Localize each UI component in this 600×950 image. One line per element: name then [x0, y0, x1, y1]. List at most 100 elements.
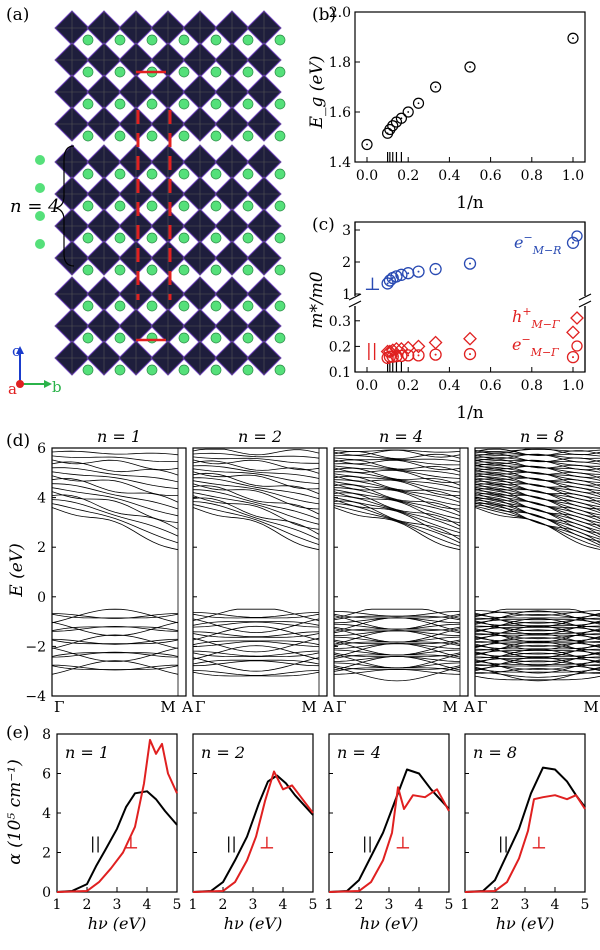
- perp-annotation: ⊥: [364, 274, 381, 295]
- cation-sphere: [274, 364, 286, 376]
- data-point-circle: [463, 347, 477, 361]
- valence-band: [474, 665, 600, 671]
- x-tick-label: 0.0: [356, 378, 378, 394]
- cation-sphere: [178, 168, 190, 180]
- conduction-band: [333, 459, 461, 471]
- band-panel: n = 1 Γ M A: [51, 427, 193, 716]
- data-point-circle: [566, 236, 580, 249]
- valence-band: [192, 671, 320, 677]
- panel-label-b: (b): [312, 5, 336, 25]
- axis-a-label: a: [8, 380, 17, 398]
- y-tick-label: −4: [25, 689, 46, 705]
- conduction-band: [192, 501, 320, 540]
- parallel-label: ||: [226, 834, 237, 853]
- valence-band: [474, 625, 600, 632]
- valence-band: [333, 617, 461, 632]
- valence-band: [474, 617, 600, 624]
- cation-sphere: [274, 98, 286, 110]
- data-point-circle: [412, 349, 425, 362]
- valence-band: [192, 652, 320, 657]
- cation-sphere: [210, 200, 222, 212]
- conduction-band: [333, 491, 461, 523]
- cation-sphere: [274, 168, 286, 180]
- chart-d-ylabel: E (eV): [7, 543, 27, 597]
- valence-band: [474, 650, 600, 655]
- panel-label-a: (a): [6, 5, 29, 25]
- data-point-diamond: [428, 335, 443, 350]
- valence-band: [333, 628, 461, 634]
- data-point: [567, 32, 579, 44]
- e-mr-label: e−M−R: [514, 231, 561, 257]
- x-tick-label: 4: [415, 897, 424, 913]
- conduction-band: [333, 483, 461, 510]
- cation-sphere: [210, 264, 222, 276]
- cation-sphere: [242, 66, 254, 78]
- valence-band: [51, 613, 179, 619]
- conduction-band: [474, 488, 600, 518]
- conduction-band: [192, 495, 320, 530]
- valence-band: [192, 625, 320, 641]
- conduction-band: [474, 453, 600, 463]
- cation-sphere: [210, 168, 222, 180]
- valence-band: [192, 631, 320, 638]
- x-tick-label: 0.4: [438, 378, 460, 394]
- chart-b-ylabel: E_g (eV): [307, 56, 327, 130]
- x-tick-label: 3: [521, 897, 530, 913]
- valence-band: [333, 615, 461, 621]
- data-point-center: [400, 273, 403, 276]
- break-mark: [578, 293, 592, 301]
- cation-sphere: [274, 332, 286, 344]
- cation-sphere: [82, 34, 94, 46]
- data-point: [361, 138, 373, 151]
- conduction-band: [333, 497, 461, 534]
- cation-sphere: [146, 98, 158, 110]
- valence-band: [474, 613, 600, 619]
- y-tick-label: 1.8: [329, 55, 351, 71]
- chart-e-ylabel: α (10⁵ cm⁻¹): [5, 759, 25, 864]
- band-panel: n = 2 Γ M A: [192, 427, 334, 716]
- data-point: [412, 97, 425, 109]
- valence-band: [474, 637, 600, 642]
- cation-sphere: [82, 98, 94, 110]
- valence-band: [474, 618, 600, 633]
- valence-band: [474, 641, 600, 647]
- chart-c-xlabel: 1/n: [456, 403, 484, 423]
- valence-band: [474, 666, 600, 682]
- cation-sphere: [178, 98, 190, 110]
- y-tick-label: 1.4: [329, 155, 351, 171]
- x-tick-label: 1.0: [562, 168, 584, 184]
- valence-band: [192, 613, 320, 619]
- cation-sphere: [82, 66, 94, 78]
- perp-label: ⊥: [259, 834, 275, 854]
- conduction-band: [192, 459, 320, 471]
- legend-symbol: [571, 340, 583, 352]
- kpoint-label: M: [583, 698, 598, 716]
- cation-sphere: [114, 130, 126, 142]
- conduction-band: [192, 504, 320, 545]
- valence-band: [474, 629, 600, 634]
- data-point-center: [407, 354, 410, 357]
- x-tick-label: 1: [53, 897, 62, 913]
- conduction-band: [192, 471, 320, 490]
- valence-band: [51, 647, 179, 662]
- data-point-circle: [429, 262, 442, 276]
- data-point-center: [469, 66, 471, 68]
- valence-band: [474, 652, 600, 659]
- band-panel-frame: [474, 447, 600, 697]
- data-point-circle: [395, 349, 408, 363]
- data-point-circle: [386, 350, 399, 363]
- parallel-label: ||: [362, 834, 373, 853]
- conduction-band: [474, 473, 600, 494]
- conduction-band: [333, 475, 460, 496]
- absorption-panel: n = 1 1 2 3 4 5 hν (eV) || ⊥: [53, 733, 181, 933]
- x-tick-label: 0.0: [356, 168, 378, 184]
- valence-band: [51, 664, 179, 671]
- conduction-band: [474, 469, 600, 486]
- cation-sphere: [35, 155, 45, 165]
- conduction-band: [51, 455, 178, 462]
- valence-band: [51, 660, 179, 675]
- perp-label: ⊥: [395, 834, 411, 854]
- perp-label: ⊥: [531, 834, 547, 854]
- cation-sphere: [178, 66, 190, 78]
- conduction-band: [51, 491, 179, 523]
